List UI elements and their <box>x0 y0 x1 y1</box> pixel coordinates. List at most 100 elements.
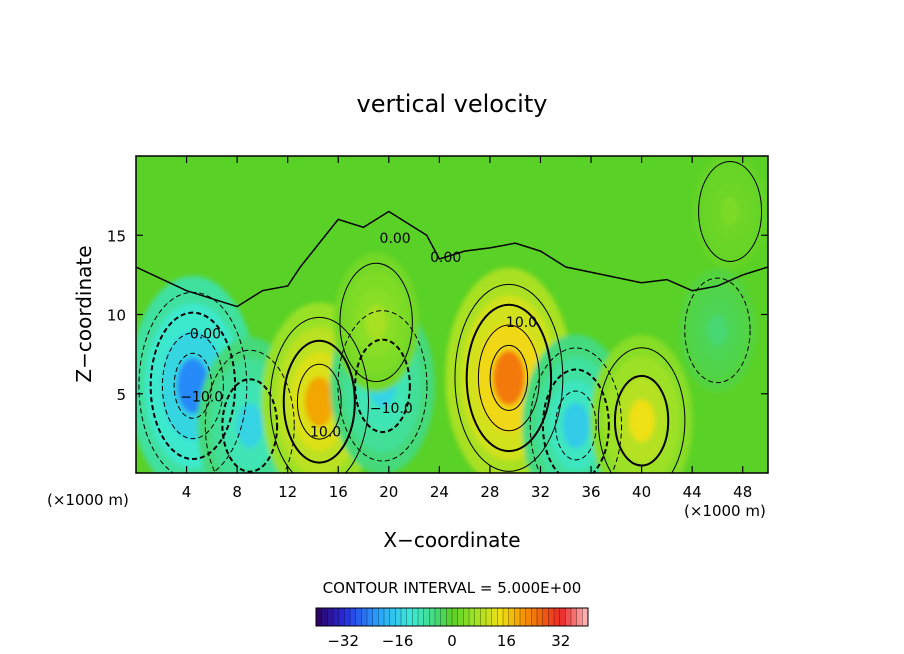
colorbar-cell <box>537 608 544 626</box>
field-blob <box>720 196 740 227</box>
contour-label: 10.0 <box>310 425 341 441</box>
contour-interval-text: CONTOUR INTERVAL = 5.000E+00 <box>323 579 582 597</box>
positive-contour <box>282 339 356 464</box>
x-tick-label: 36 <box>581 483 600 501</box>
field-blob <box>304 376 334 427</box>
colorbar-cell <box>361 608 368 626</box>
x-tick-label: 40 <box>632 483 651 501</box>
colorbar-cell <box>520 608 527 626</box>
colorbar-cell <box>372 608 379 626</box>
contour-label: −10.0 <box>180 390 223 406</box>
colorbar-cell <box>525 608 532 626</box>
colorbar-cell <box>429 608 436 626</box>
field-blob <box>628 399 655 443</box>
x-tick-label: 28 <box>480 483 499 501</box>
colorbar: −32 −16 0 16 32 <box>315 607 589 650</box>
positive-contour <box>597 347 686 473</box>
x-tick-label: 16 <box>329 483 348 501</box>
colorbar-tick-label: 32 <box>551 632 570 650</box>
negative-contour <box>221 378 279 473</box>
colorbar-tick-labels: −32 −16 0 16 32 <box>327 632 570 650</box>
field-blobs <box>136 156 768 473</box>
colorbar-tick-label: −32 <box>327 632 359 650</box>
zero-contour <box>136 210 768 308</box>
x-axis-ticks: 4 8 12 16 20 24 28 32 36 40 44 48 <box>182 156 752 501</box>
x-tick-label: 4 <box>182 483 192 501</box>
colorbar-cell <box>406 608 413 626</box>
colorbar-cell <box>457 608 464 626</box>
colorbar-cell <box>469 608 476 626</box>
colorbar-cell <box>508 608 515 626</box>
chart-title: vertical velocity <box>357 90 548 118</box>
colorbar-cell <box>514 608 521 626</box>
y-tick-label: 10 <box>107 307 126 325</box>
colorbar-cell <box>395 608 402 626</box>
colorbar-cell <box>559 608 566 626</box>
y-axis-title: Z−coordinate <box>72 245 96 382</box>
colorbar-cell <box>452 608 459 626</box>
colorbar-cell <box>565 608 572 626</box>
colorbar-cells <box>315 608 589 626</box>
colorbar-cell <box>582 608 589 626</box>
colorbar-cell <box>412 608 419 626</box>
y-tick-label: 15 <box>107 227 126 245</box>
x-tick-label: 48 <box>733 483 752 501</box>
negative-contour <box>529 347 623 473</box>
field-blob <box>493 350 525 406</box>
colorbar-cell <box>491 608 498 626</box>
y-axis-ticks: 5 10 15 <box>107 227 768 404</box>
colorbar-cell <box>418 608 425 626</box>
contour-label: 0.00 <box>430 250 461 266</box>
y-tick-label: 5 <box>116 386 126 404</box>
x-axis-title: X−coordinate <box>383 528 520 552</box>
colorbar-cell <box>486 608 493 626</box>
x-tick-label: 24 <box>430 483 449 501</box>
colorbar-cell <box>474 608 481 626</box>
colorbar-cell <box>350 608 357 626</box>
colorbar-cell <box>531 608 538 626</box>
negative-contour <box>173 352 213 419</box>
colorbar-cell <box>321 608 328 626</box>
positive-contour <box>613 374 670 467</box>
colorbar-cell <box>463 608 470 626</box>
colorbar-cell <box>355 608 362 626</box>
colorbar-cell <box>344 608 351 626</box>
colorbar-cell <box>480 608 487 626</box>
contour-labels: 0.00 0.00 0.00 −10.0 10.0 −10.0 10.0 <box>180 231 537 440</box>
positive-contour <box>269 316 369 473</box>
positive-contour <box>296 363 342 440</box>
colorbar-cell <box>333 608 340 626</box>
positive-contour <box>339 262 413 383</box>
colorbar-cell <box>503 608 510 626</box>
colorbar-cell <box>435 608 442 626</box>
colorbar-cell <box>327 608 334 626</box>
field-blob <box>562 402 590 449</box>
negative-contour <box>204 349 295 473</box>
colorbar-cell <box>423 608 430 626</box>
colorbar-tick-label: 16 <box>497 632 516 650</box>
contour-label: 0.00 <box>190 326 221 342</box>
positive-contour <box>465 303 553 453</box>
positive-contour <box>454 283 564 472</box>
negative-contour <box>337 310 428 462</box>
colorbar-cell <box>401 608 408 626</box>
colorbar-cell <box>384 608 391 626</box>
colorbar-cell <box>389 608 396 626</box>
colorbar-tick-label: 0 <box>447 632 457 650</box>
colorbar-cell <box>440 608 447 626</box>
colorbar-cell <box>571 608 578 626</box>
positive-contour <box>489 344 529 411</box>
colorbar-cell <box>338 608 345 626</box>
colorbar-cell <box>316 608 323 626</box>
colorbar-cell <box>542 608 549 626</box>
negative-contour <box>149 311 237 460</box>
negative-contour <box>354 338 411 434</box>
colorbar-cell <box>576 608 583 626</box>
x-tick-label: 20 <box>379 483 398 501</box>
x-tick-label: 8 <box>232 483 242 501</box>
contour-label: 0.00 <box>380 231 411 247</box>
negative-contour <box>684 277 751 384</box>
negative-contour <box>541 368 610 473</box>
colorbar-cell <box>446 608 453 626</box>
